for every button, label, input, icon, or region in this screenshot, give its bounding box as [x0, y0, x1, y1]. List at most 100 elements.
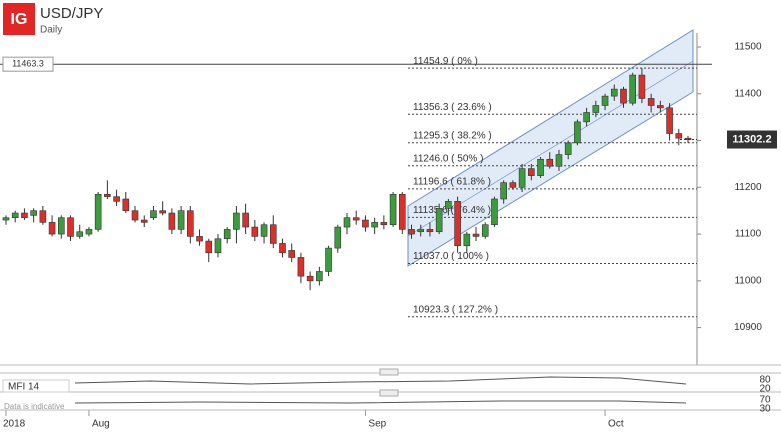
y-tick-label: 10900: [734, 322, 762, 333]
candle-body: [445, 201, 452, 209]
fib-label: 11135.6 ( 76.4% ): [413, 205, 491, 216]
candle-body: [223, 229, 231, 240]
candle-body: [104, 194, 111, 197]
reference-box: [2, 56, 54, 72]
level-label: 70: [759, 395, 771, 406]
logo-box: [3, 3, 35, 35]
candle-body: [242, 212, 249, 228]
y-tick-label: 11500: [734, 42, 762, 53]
candle-body: [187, 210, 194, 237]
fib-label: 10923.3 ( 127.2% ): [413, 304, 498, 315]
fib-label: 11196.6 ( 61.8% ): [413, 177, 491, 188]
candle-body: [398, 194, 406, 230]
candle-body: [76, 231, 84, 237]
y-tick-label: 11200: [734, 182, 762, 193]
candle-body: [48, 222, 56, 235]
candle-body: [426, 229, 434, 233]
candle-body: [463, 233, 471, 247]
candle-body: [454, 201, 461, 247]
candle-body: [177, 210, 185, 230]
candle-body: [94, 194, 102, 230]
fib-label: 11454.9 ( 0% ): [413, 56, 478, 67]
mfi-line: [74, 376, 687, 385]
x-tick-label: Aug: [92, 419, 110, 430]
candle-body: [518, 168, 526, 188]
candle-body: [500, 182, 507, 200]
candle-body: [666, 107, 673, 134]
candle-body: [362, 219, 369, 228]
candle-body: [316, 271, 323, 282]
symbol: USD/JPY: [40, 5, 103, 22]
candle-body: [260, 224, 268, 237]
candle-body: [122, 198, 130, 211]
candle-body: [131, 210, 139, 221]
y-tick-label: 11400: [734, 88, 762, 99]
candle-body: [57, 217, 65, 235]
candle-body: [269, 224, 277, 244]
candle-body: [389, 194, 397, 226]
indicator-name: MFI 14: [8, 382, 40, 393]
candle-body: [159, 210, 166, 214]
candle-body: [435, 208, 443, 233]
candle-body: [233, 212, 240, 230]
candle-body: [371, 222, 378, 228]
candle-body: [288, 250, 296, 258]
candle-body: [297, 257, 305, 277]
x-tick-label: 2018: [3, 419, 26, 430]
candle-body: [214, 238, 222, 254]
candle-body: [601, 95, 609, 106]
candle-body: [150, 210, 157, 219]
reference-label: 11463.3: [12, 59, 44, 69]
interval: Daily: [40, 25, 62, 36]
last-price-box: [727, 130, 777, 149]
candle-body: [472, 233, 480, 237]
x-tick-label: Sep: [368, 419, 386, 430]
mfi-line: [74, 400, 687, 404]
candle-body: [638, 74, 646, 99]
candle-body: [39, 210, 47, 223]
candle-body: [343, 217, 351, 228]
candle-body: [675, 133, 683, 139]
fib-label: 11246.0 ( 50% ): [413, 153, 483, 164]
candle-body: [67, 217, 74, 237]
candle-body: [491, 198, 498, 226]
candle-body: [21, 212, 28, 219]
candle-body: [380, 222, 388, 226]
candle-body: [629, 74, 637, 104]
last-price-label: 11302.2: [732, 133, 771, 145]
candle-body: [168, 212, 176, 230]
candle-body: [205, 240, 213, 254]
candle-body: [306, 275, 314, 282]
candle-body: [30, 210, 37, 216]
candle-body: [620, 88, 627, 104]
candle-body: [85, 229, 93, 235]
fib-label: 11037.0 ( 100% ): [413, 251, 489, 262]
candle-body: [140, 219, 148, 223]
candle-body: [481, 224, 489, 237]
candle-body: [196, 236, 203, 242]
logo: IG: [11, 11, 28, 28]
candle-body: [509, 182, 517, 188]
y-tick-label: 11000: [734, 275, 762, 286]
resize-handle[interactable]: [379, 389, 399, 397]
candle-body: [564, 142, 572, 155]
candle-body: [2, 217, 10, 221]
resize-handle[interactable]: [379, 368, 399, 376]
candle-body: [546, 158, 554, 167]
candle-body: [325, 247, 332, 272]
level-label: 30: [759, 404, 771, 415]
indicator-box[interactable]: [2, 379, 70, 393]
candle-body: [592, 105, 600, 113]
candle-body: [352, 217, 360, 221]
candle-body: [334, 226, 342, 249]
candle-body: [537, 158, 544, 176]
candle-body: [113, 196, 120, 202]
level-label: 20: [759, 384, 771, 395]
candle-body: [408, 229, 415, 235]
candle-body: [555, 154, 563, 167]
candle-body: [647, 98, 655, 106]
candle-body: [610, 88, 618, 97]
candle-body: [251, 226, 259, 237]
candle-body: [417, 229, 425, 233]
